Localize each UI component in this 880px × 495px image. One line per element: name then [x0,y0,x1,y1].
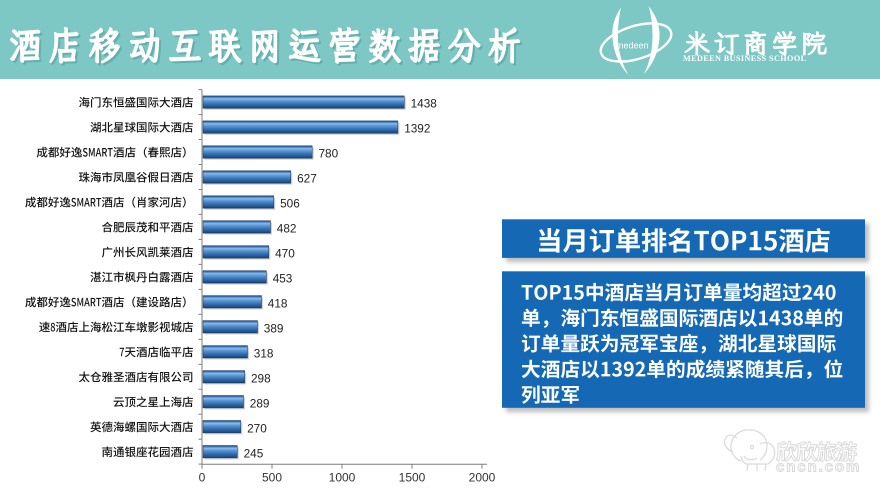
svg-text:389: 389 [264,321,284,335]
svg-text:500: 500 [262,471,282,485]
svg-text:1438: 1438 [411,97,438,111]
svg-text:medeen: medeen [616,41,649,51]
svg-text:470: 470 [275,247,295,261]
svg-text:506: 506 [280,197,300,211]
svg-text:418: 418 [268,296,288,310]
svg-text:MEDEEN BUSINESS SCHOOL: MEDEEN BUSINESS SCHOOL [683,54,807,63]
svg-text:318: 318 [254,346,274,360]
svg-text:2000: 2000 [469,471,496,485]
svg-text:289: 289 [250,396,270,410]
svg-text:270: 270 [247,421,267,435]
svg-text:627: 627 [297,172,317,186]
svg-text:482: 482 [277,222,297,236]
svg-text:1500: 1500 [399,471,426,485]
svg-text:298: 298 [251,371,271,385]
svg-text:1392: 1392 [404,122,430,136]
svg-text:1000: 1000 [329,471,356,485]
svg-text:cncn.com: cncn.com [776,459,861,476]
svg-text:780: 780 [319,147,339,161]
svg-text:245: 245 [244,446,264,460]
svg-text:453: 453 [273,272,293,286]
svg-text:0: 0 [199,471,206,485]
